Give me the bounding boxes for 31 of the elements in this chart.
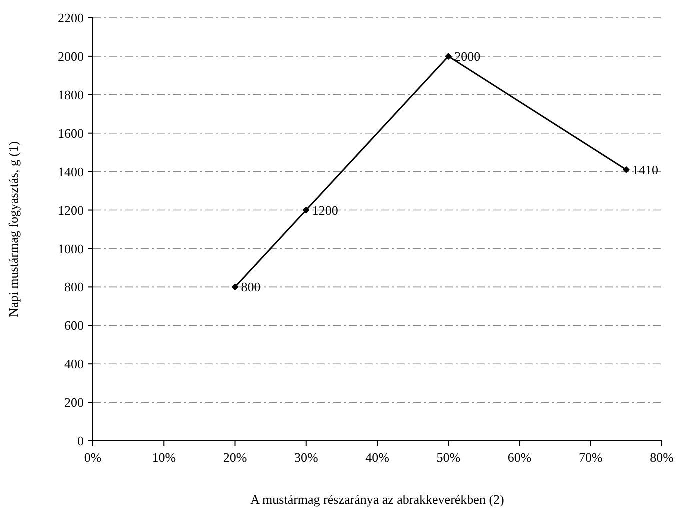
y-tick-label: 1800: [58, 87, 84, 102]
y-tick-label: 1400: [58, 164, 84, 180]
x-tick-label: 20%: [223, 450, 248, 465]
y-tick-label: 600: [64, 318, 84, 334]
y-tick-label: 0: [78, 434, 84, 449]
point: [302, 206, 310, 214]
x-tick-label: 50%: [436, 450, 461, 465]
data-label: 2000: [454, 49, 481, 64]
x-axis-title: A mustármag részaránya az abrakkeverékben (2): [250, 492, 504, 507]
x-tick-label: 60%: [508, 450, 532, 465]
y-tick-label: 1200: [58, 202, 84, 218]
point: [622, 166, 630, 174]
x-tick-label: 70%: [578, 450, 603, 465]
point: [232, 284, 239, 291]
x-tick-label: 40%: [366, 450, 390, 465]
data-label: 1410: [632, 162, 658, 178]
y-axis-title: Napi mustármag fogyasztás, g (1): [6, 142, 21, 318]
y-tick-label: 1000: [58, 241, 84, 256]
y-tick-label: 800: [64, 280, 84, 295]
y-tick-label: 200: [64, 395, 84, 410]
x-tick-label: 80%: [650, 450, 674, 465]
y-tick-label: 400: [64, 356, 84, 372]
point: [445, 52, 452, 60]
y-tick-label: 1600: [58, 126, 84, 141]
y-tick-label: 2200: [58, 10, 84, 26]
data-label: 1200: [312, 202, 338, 218]
data-label: 800: [241, 280, 261, 295]
x-tick-label: 10%: [152, 450, 176, 465]
y-tick-label: 2000: [58, 49, 84, 64]
x-tick-label: 30%: [294, 450, 318, 465]
x-tick-label: 0%: [84, 450, 102, 465]
